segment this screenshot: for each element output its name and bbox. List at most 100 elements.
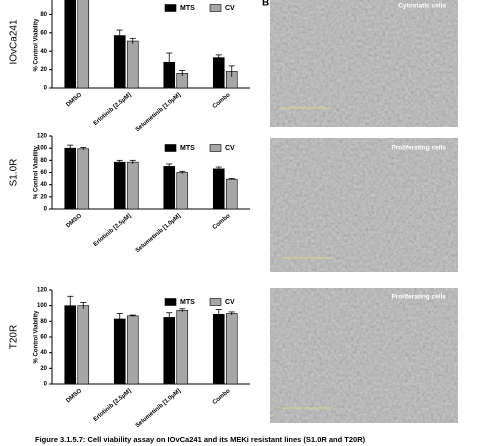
bar <box>176 172 189 210</box>
y-tick-label: 60 <box>40 170 47 176</box>
bar <box>212 168 225 210</box>
y-tick-label: 80 <box>40 319 47 325</box>
x-tick-label: Selumetinib [1.0μM] <box>135 388 182 429</box>
error-bar <box>228 65 235 77</box>
x-tick-label: Erlotinib [2.5μM] <box>93 92 133 127</box>
error-bar <box>228 311 235 316</box>
row-label: S1.0R <box>9 159 20 187</box>
bar <box>225 313 238 385</box>
x-tick-label: Combo <box>212 213 232 231</box>
bar <box>113 35 126 89</box>
error-bar <box>215 54 222 61</box>
micrograph: Proliferating cells <box>270 288 458 423</box>
legend-swatch <box>209 144 222 152</box>
error-bar <box>129 159 136 164</box>
bar <box>64 147 77 210</box>
y-tick-label: 60 <box>40 30 47 36</box>
bar <box>126 315 139 385</box>
error-bar <box>116 313 123 325</box>
y-axis-label: % Control Viability <box>34 18 40 72</box>
bar <box>163 166 176 210</box>
error-bar <box>166 312 173 323</box>
legend-swatch <box>209 4 222 12</box>
legend-swatch <box>164 144 177 152</box>
bar <box>225 178 238 210</box>
error-bar <box>166 163 173 169</box>
y-tick-label: 20 <box>40 366 47 372</box>
legend-label: MTS <box>180 5 195 12</box>
y-tick-label: 40 <box>40 49 47 55</box>
error-bar <box>67 144 74 152</box>
bar <box>176 310 189 385</box>
bar <box>163 317 176 385</box>
image-label: Proliferating cells <box>391 145 446 152</box>
legend-label: CV <box>225 145 235 152</box>
image-label: Proliferating cells <box>391 294 446 301</box>
x-tick-label: Erlotinib [2.5μM] <box>93 388 133 423</box>
bar <box>77 0 90 89</box>
error-bar <box>179 70 186 77</box>
x-tick-label: Erlotinib [2.5μM] <box>93 213 133 248</box>
bar <box>113 318 126 385</box>
y-tick-label: 20 <box>40 194 47 200</box>
legend-swatch <box>164 298 177 306</box>
bar <box>113 161 126 210</box>
bar <box>126 161 139 210</box>
error-bar <box>80 147 87 150</box>
y-tick-label: 20 <box>40 67 47 73</box>
error-bar <box>129 314 136 317</box>
x-tick-label: Selumetinib [1.0μM] <box>135 92 182 133</box>
legend-swatch <box>164 4 177 12</box>
y-tick-label: 100 <box>37 303 48 309</box>
y-tick-label: 40 <box>40 350 47 356</box>
legend-label: CV <box>225 299 235 306</box>
legend-label: MTS <box>180 145 195 152</box>
y-tick-label: 0 <box>44 207 48 213</box>
y-tick-label: 60 <box>40 335 47 341</box>
error-bar <box>166 52 173 72</box>
bar <box>64 0 77 89</box>
bar <box>212 313 225 385</box>
x-tick-label: DMSO <box>65 92 83 108</box>
caption: Figure 3.1.5.7: Cell viability assay on … <box>35 435 366 444</box>
x-tick-label: Combo <box>212 92 232 110</box>
error-bar <box>116 159 123 164</box>
y-tick-label: 0 <box>44 382 48 388</box>
bar <box>77 148 90 210</box>
y-tick-label: 80 <box>40 12 47 18</box>
legend-label: MTS <box>180 299 195 306</box>
error-bar <box>116 29 123 42</box>
chart: 0 20 40 60 80% Control Viability IOvCa241 DMSO… <box>9 0 250 133</box>
micrograph: Cytostatic cells <box>270 0 458 127</box>
y-tick-label: 100 <box>37 146 48 152</box>
y-tick-label: 120 <box>37 134 48 140</box>
chart: 0 20 40 60 80 100 120 % Control Viability S1.0R D… <box>9 134 250 254</box>
row-label: IOvCa241 <box>9 19 20 64</box>
image-label: Cytostatic cells <box>398 3 446 10</box>
y-tick-label: 40 <box>40 182 47 188</box>
error-bar <box>67 295 74 316</box>
bar <box>212 57 225 89</box>
error-bar <box>80 302 87 309</box>
row-label: T20R <box>9 325 20 349</box>
x-tick-label: Selumetinib [1.0μM] <box>135 213 182 254</box>
y-tick-label: 80 <box>40 158 47 164</box>
bar <box>64 305 77 385</box>
y-tick-label: 0 <box>44 86 48 92</box>
error-bar <box>129 37 136 44</box>
error-bar <box>215 309 222 319</box>
error-bar <box>179 170 186 174</box>
panel-label: B <box>262 0 269 9</box>
y-tick-label: 120 <box>37 288 48 294</box>
bar <box>126 40 139 89</box>
y-axis-label: % Control Viability <box>34 145 40 199</box>
bar <box>77 305 90 385</box>
x-tick-label: DMSO <box>65 388 83 404</box>
chart: 0 20 40 60 80 100 120 % Control Viability T20R DM… <box>9 288 250 429</box>
micrograph: Proliferating cells <box>270 138 458 272</box>
legend-label: CV <box>225 5 235 12</box>
legend-swatch <box>209 298 222 306</box>
x-tick-label: DMSO <box>65 213 83 229</box>
error-bar <box>179 308 186 312</box>
